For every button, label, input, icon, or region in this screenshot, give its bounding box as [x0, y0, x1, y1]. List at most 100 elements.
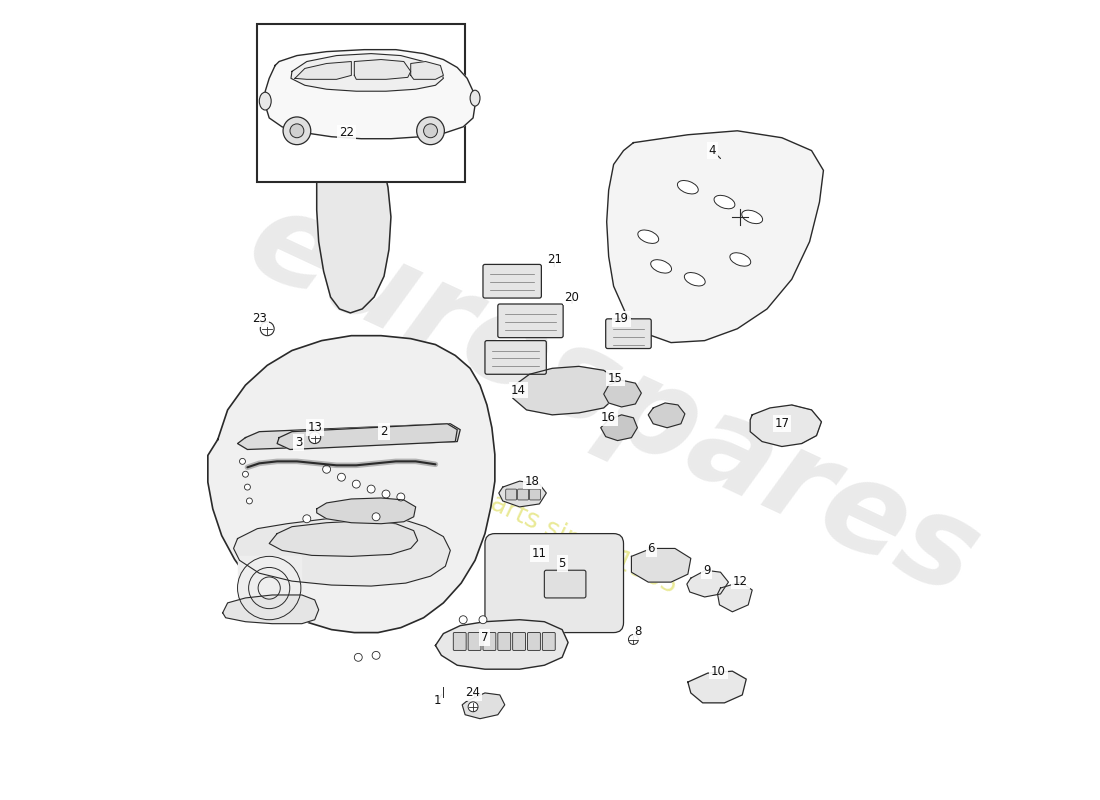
Text: 13: 13 [307, 422, 322, 434]
Polygon shape [462, 693, 505, 718]
FancyBboxPatch shape [528, 633, 540, 650]
Polygon shape [265, 50, 475, 138]
Circle shape [290, 124, 304, 138]
Ellipse shape [730, 253, 750, 266]
Ellipse shape [684, 273, 705, 286]
Text: 20: 20 [564, 290, 580, 303]
Circle shape [338, 474, 345, 481]
Polygon shape [238, 424, 460, 450]
Text: 3: 3 [295, 436, 302, 449]
Circle shape [628, 634, 638, 645]
Circle shape [354, 654, 362, 662]
FancyBboxPatch shape [483, 633, 496, 650]
Circle shape [244, 484, 251, 490]
Text: 14: 14 [512, 384, 526, 397]
Text: 1: 1 [433, 694, 441, 707]
Text: 4: 4 [708, 144, 716, 157]
Polygon shape [607, 130, 824, 342]
Ellipse shape [470, 90, 480, 106]
FancyBboxPatch shape [485, 534, 624, 633]
Text: 21: 21 [547, 253, 562, 266]
Circle shape [382, 490, 389, 498]
Text: 5: 5 [559, 557, 565, 570]
Polygon shape [601, 415, 637, 441]
Ellipse shape [741, 210, 762, 224]
Polygon shape [208, 336, 495, 633]
Polygon shape [410, 62, 443, 79]
Text: eurospares: eurospares [230, 178, 998, 622]
Polygon shape [498, 481, 547, 507]
Polygon shape [686, 570, 728, 597]
Polygon shape [292, 54, 443, 91]
Text: 15: 15 [608, 372, 623, 385]
Polygon shape [233, 517, 450, 586]
FancyBboxPatch shape [518, 489, 528, 500]
FancyBboxPatch shape [513, 633, 526, 650]
Text: 23: 23 [252, 312, 266, 326]
Circle shape [417, 117, 444, 145]
Text: 12: 12 [733, 574, 748, 588]
Circle shape [397, 493, 405, 501]
Text: 19: 19 [614, 312, 629, 326]
Polygon shape [750, 405, 822, 446]
Text: 10: 10 [711, 665, 726, 678]
Circle shape [424, 124, 438, 138]
Polygon shape [436, 620, 568, 670]
Ellipse shape [651, 260, 672, 273]
FancyBboxPatch shape [469, 633, 481, 650]
Text: 8: 8 [635, 625, 642, 638]
Ellipse shape [638, 230, 659, 243]
Polygon shape [513, 366, 618, 415]
FancyBboxPatch shape [544, 570, 586, 598]
Polygon shape [354, 59, 410, 79]
Text: 18: 18 [525, 474, 540, 488]
FancyBboxPatch shape [453, 633, 466, 650]
Circle shape [302, 515, 311, 522]
FancyBboxPatch shape [483, 265, 541, 298]
FancyBboxPatch shape [542, 633, 556, 650]
Circle shape [478, 616, 487, 624]
Polygon shape [631, 549, 691, 582]
Polygon shape [270, 521, 418, 556]
FancyBboxPatch shape [529, 489, 540, 500]
FancyBboxPatch shape [498, 304, 563, 338]
Polygon shape [317, 498, 416, 524]
Ellipse shape [260, 92, 272, 110]
Text: 2: 2 [381, 425, 388, 438]
Circle shape [240, 458, 245, 464]
Text: 22: 22 [339, 126, 354, 139]
Circle shape [352, 480, 361, 488]
Circle shape [246, 498, 252, 504]
FancyBboxPatch shape [498, 633, 510, 650]
Text: 11: 11 [532, 547, 547, 560]
FancyBboxPatch shape [606, 319, 651, 349]
FancyBboxPatch shape [506, 489, 517, 500]
Text: 6: 6 [648, 542, 654, 555]
FancyBboxPatch shape [485, 341, 547, 374]
Text: 7: 7 [481, 631, 488, 644]
Polygon shape [317, 121, 390, 313]
Polygon shape [717, 582, 752, 612]
Ellipse shape [714, 195, 735, 209]
Text: 17: 17 [774, 418, 790, 430]
Polygon shape [295, 62, 351, 79]
Circle shape [372, 513, 379, 521]
Text: 24: 24 [465, 686, 481, 699]
Circle shape [283, 117, 311, 145]
Ellipse shape [678, 181, 698, 194]
Circle shape [367, 485, 375, 493]
Circle shape [459, 616, 468, 624]
Text: 9: 9 [703, 564, 711, 577]
Polygon shape [688, 671, 746, 703]
Text: 16: 16 [602, 411, 616, 424]
Polygon shape [604, 380, 641, 407]
Circle shape [261, 322, 274, 336]
Polygon shape [648, 403, 685, 428]
Bar [257, 24, 465, 182]
Polygon shape [277, 424, 458, 450]
Text: a passion for parts since 1985: a passion for parts since 1985 [309, 408, 681, 600]
Polygon shape [238, 556, 301, 620]
Circle shape [469, 702, 478, 712]
Circle shape [242, 471, 249, 477]
Polygon shape [222, 595, 319, 624]
